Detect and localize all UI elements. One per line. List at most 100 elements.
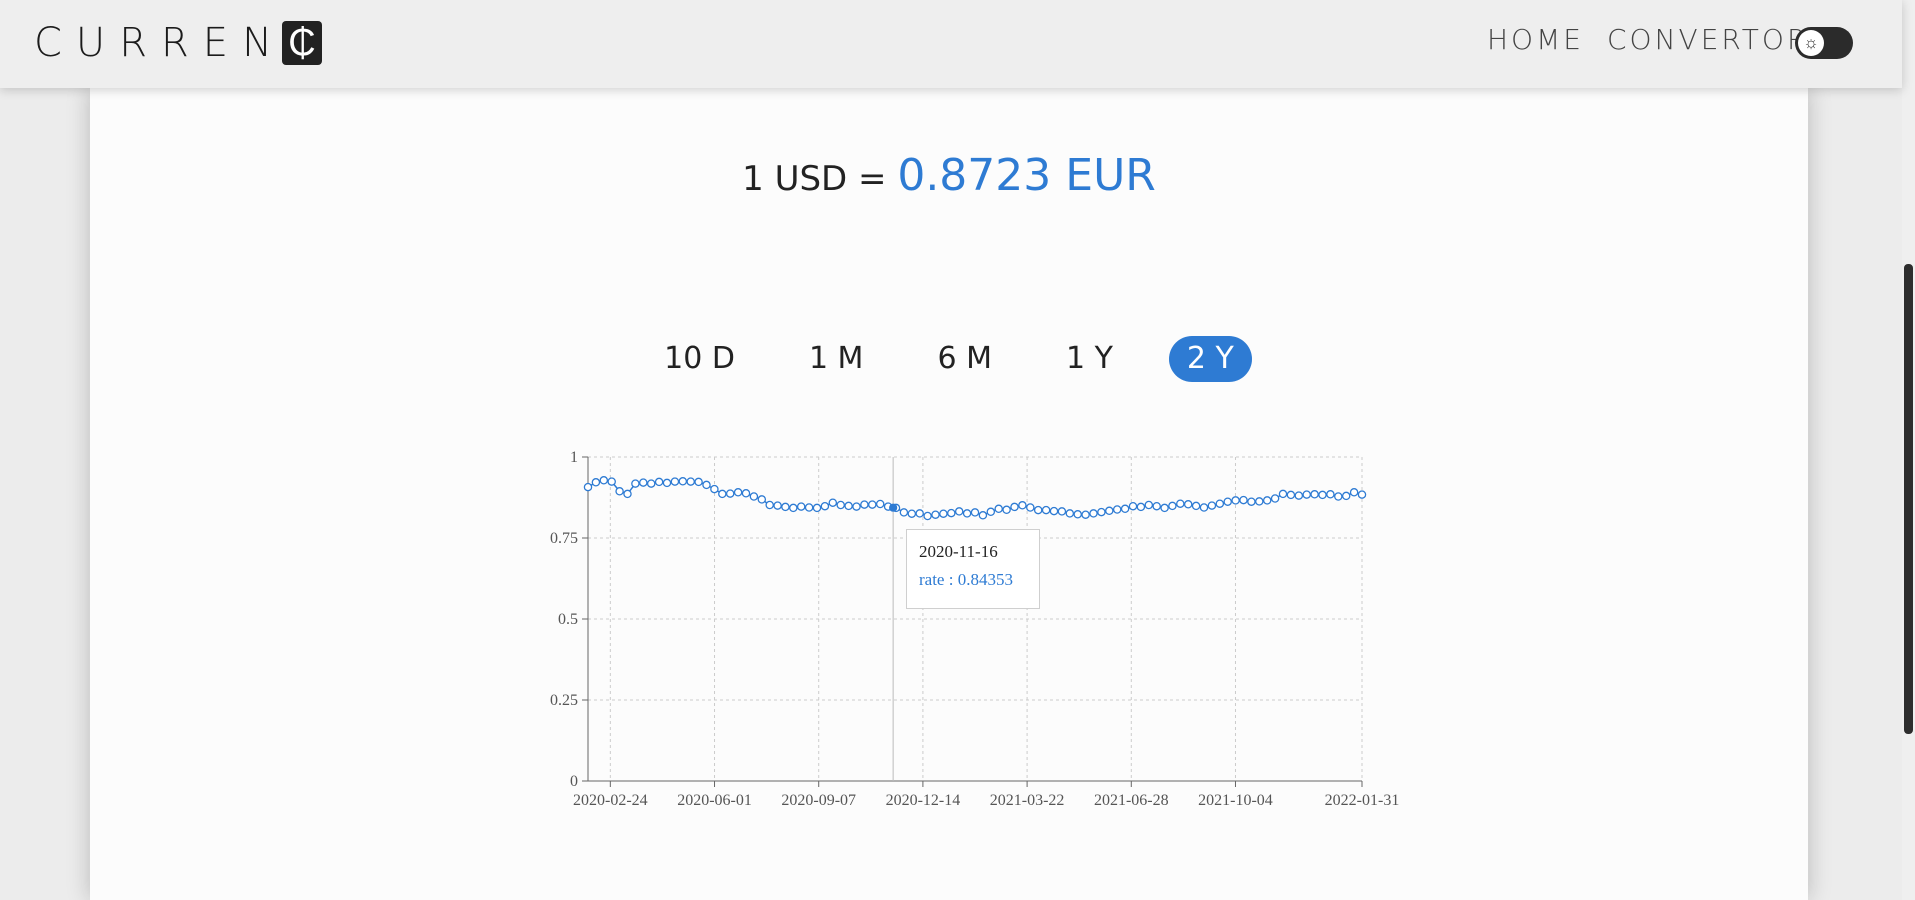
data-point <box>1168 501 1177 511</box>
data-point <box>1065 509 1075 518</box>
data-point <box>1294 491 1304 500</box>
scrollbar-thumb[interactable] <box>1904 264 1913 734</box>
rate-base: 1 USD = <box>742 159 887 199</box>
y-tick-label: 0.25 <box>550 692 578 709</box>
period-6m-button[interactable]: 6 M <box>937 341 992 376</box>
data-point <box>954 507 964 516</box>
data-point <box>615 487 624 496</box>
data-point <box>1018 501 1027 510</box>
data-point <box>860 500 869 509</box>
data-point <box>1231 496 1240 505</box>
data-point <box>1302 490 1311 499</box>
data-point <box>1223 497 1232 506</box>
data-point <box>1270 494 1280 503</box>
nav-home-link[interactable]: HOME <box>1487 23 1584 56</box>
cedi-icon: ₵ <box>282 21 322 65</box>
data-point <box>591 478 601 487</box>
navbar: CURREN ₵ HOME CONVERTOR ☼ <box>0 0 1902 88</box>
data-point <box>607 477 616 486</box>
data-point <box>915 509 924 518</box>
data-point <box>1247 497 1256 506</box>
data-point <box>1183 500 1193 509</box>
sun-icon: ☼ <box>1798 30 1824 56</box>
data-point <box>804 503 814 512</box>
data-point <box>1326 490 1335 499</box>
data-point <box>1262 496 1272 505</box>
data-point <box>970 508 980 517</box>
data-point <box>1334 492 1343 501</box>
data-point <box>631 479 640 488</box>
x-tick-label: 2022-01-31 <box>1325 792 1400 809</box>
data-point <box>789 503 798 513</box>
data-point <box>1191 501 1201 511</box>
data-point <box>583 482 593 492</box>
data-point <box>1255 497 1264 506</box>
x-tick-label: 2020-09-07 <box>781 792 856 809</box>
brand-text: CURREN <box>34 20 286 66</box>
x-tick-label: 2021-03-22 <box>990 792 1065 809</box>
brand-logo[interactable]: CURREN ₵ <box>34 20 322 66</box>
data-point <box>670 477 680 486</box>
data-point <box>781 502 790 512</box>
x-tick-label: 2020-02-24 <box>573 792 648 809</box>
nav-convertor-link[interactable]: CONVERTOR <box>1607 23 1810 56</box>
data-point <box>1160 503 1169 513</box>
data-point <box>654 477 664 487</box>
data-point <box>812 503 822 513</box>
data-point <box>741 489 751 498</box>
data-point <box>1002 505 1011 515</box>
x-tick-label: 2020-12-14 <box>886 792 961 809</box>
data-point <box>1318 490 1327 500</box>
data-point <box>1349 488 1359 497</box>
data-point <box>686 477 695 486</box>
data-point <box>757 495 767 504</box>
data-point <box>1057 507 1067 516</box>
data-point <box>1199 503 1209 512</box>
data-point <box>733 488 743 497</box>
data-point <box>1310 490 1319 499</box>
period-selector: 10 D 1 M 6 M 1 Y 2 Y <box>90 336 1808 382</box>
data-point <box>662 478 672 488</box>
theme-toggle[interactable]: ☼ <box>1795 27 1853 59</box>
data-point <box>1215 499 1225 508</box>
data-point <box>623 489 632 499</box>
data-point <box>1120 504 1130 514</box>
data-point <box>1278 489 1288 499</box>
y-tick-label: 0.5 <box>558 611 578 628</box>
data-point <box>994 504 1003 514</box>
data-point <box>773 501 782 510</box>
data-point <box>820 501 830 511</box>
period-10d-button[interactable]: 10 D <box>664 341 735 376</box>
period-1y-button[interactable]: 1 Y <box>1065 341 1113 376</box>
data-point <box>931 510 940 519</box>
data-point <box>725 489 735 498</box>
data-point <box>1073 510 1082 519</box>
y-tick-label: 0.75 <box>550 530 578 547</box>
data-point <box>899 508 909 517</box>
hover-data-point <box>889 503 898 512</box>
data-point <box>923 511 932 521</box>
period-1m-button[interactable]: 1 M <box>808 341 864 376</box>
data-point <box>796 502 806 511</box>
data-point <box>1010 502 1019 512</box>
data-point <box>986 507 996 517</box>
data-point <box>765 500 774 510</box>
data-point <box>639 478 648 487</box>
data-point <box>1176 499 1185 508</box>
period-2y-button[interactable]: 2 Y <box>1168 336 1252 382</box>
data-point <box>678 477 688 486</box>
data-point <box>1239 495 1248 505</box>
data-point <box>939 509 948 518</box>
data-point <box>1112 505 1122 514</box>
data-point <box>1026 503 1035 512</box>
data-point <box>599 476 609 485</box>
data-point <box>836 500 845 510</box>
data-point <box>1357 490 1367 499</box>
data-point <box>1097 507 1106 517</box>
data-point <box>852 502 861 511</box>
data-point <box>749 492 759 501</box>
data-point <box>868 500 877 509</box>
data-point <box>1144 500 1154 510</box>
data-point <box>646 479 656 488</box>
